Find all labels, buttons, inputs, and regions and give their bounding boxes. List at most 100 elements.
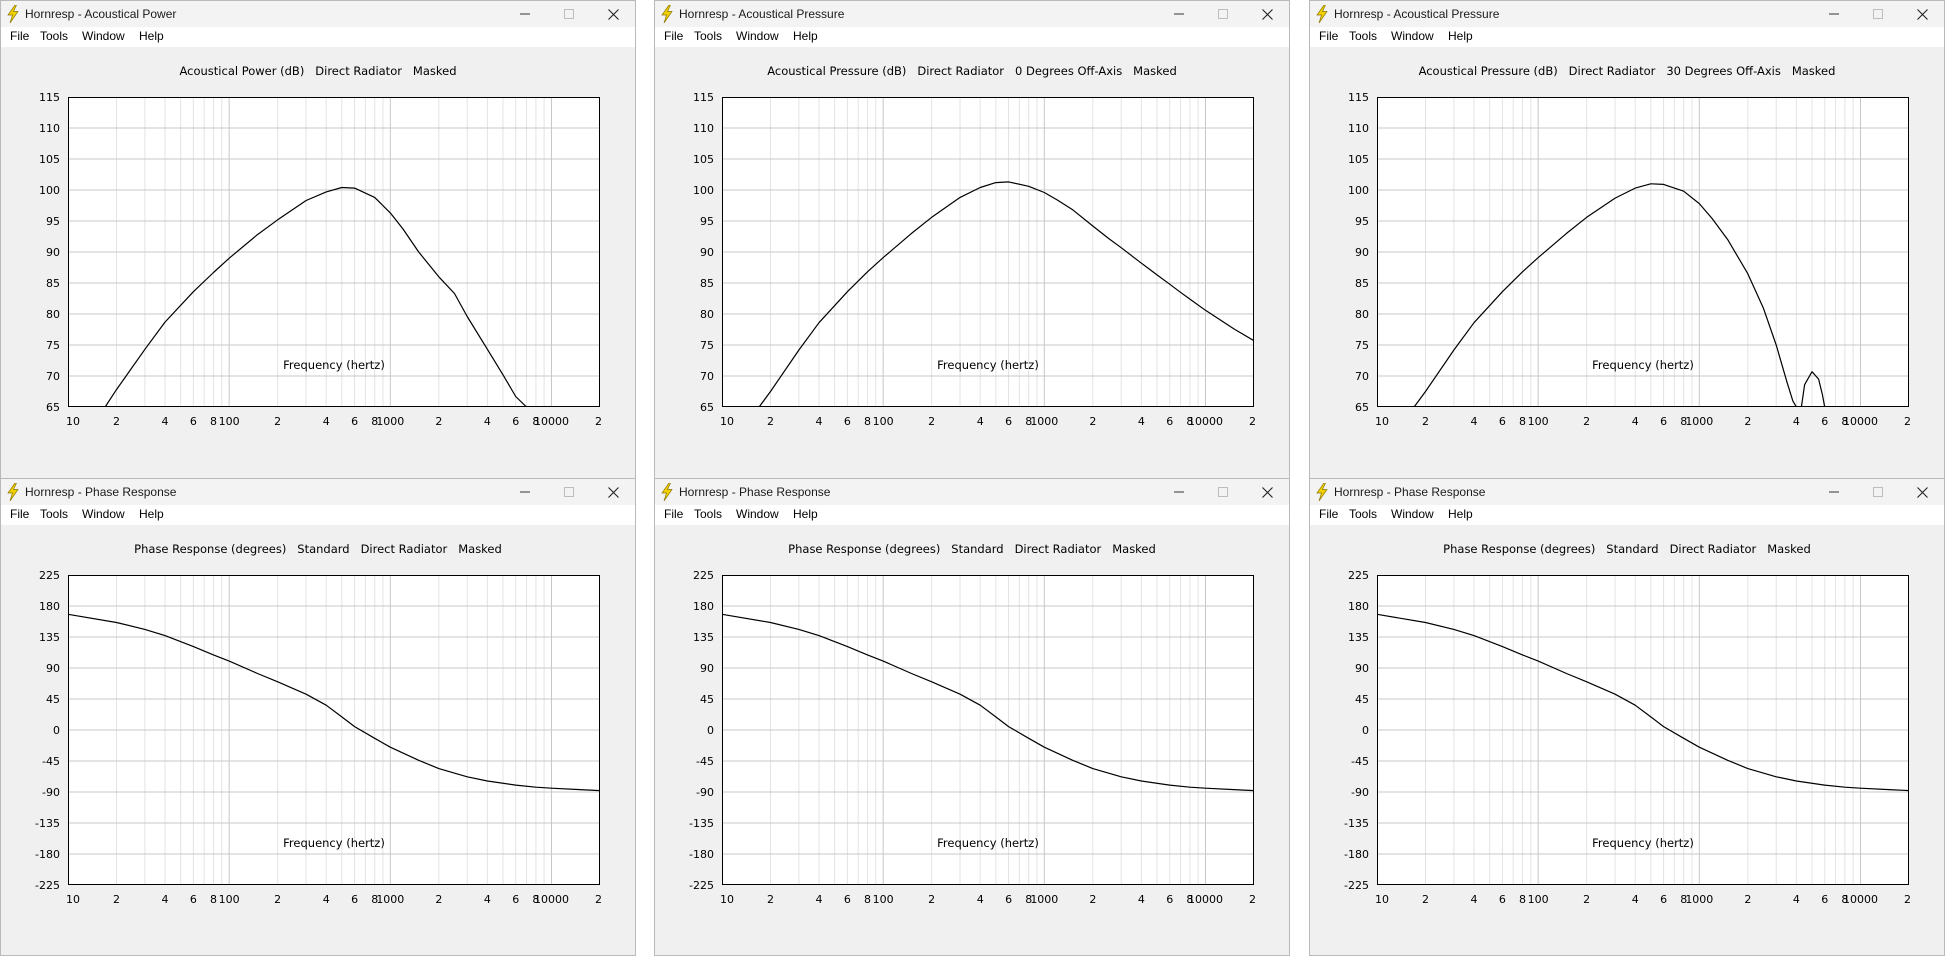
title-bar[interactable]: Hornresp - Acoustical Pressure (655, 1, 1289, 27)
x-tick-label: 2 (274, 415, 281, 428)
minimize-button[interactable] (1812, 1, 1856, 27)
menu-tools[interactable]: Tools (1349, 507, 1378, 521)
x-tick-label: 6 (1660, 893, 1667, 906)
x-axis-label: Frequency (hertz) (937, 836, 1039, 850)
maximize-button[interactable] (1201, 479, 1245, 505)
x-tick-label: 2 (113, 893, 120, 906)
menu-file[interactable]: File (664, 29, 684, 43)
close-button[interactable] (591, 1, 635, 27)
x-tick-label: 6 (512, 415, 519, 428)
y-tick-label: 45 (1355, 693, 1369, 706)
x-tick-label: 6 (1005, 893, 1012, 906)
menu-file[interactable]: File (1319, 507, 1339, 521)
title-bar[interactable]: Hornresp - Phase Response (1310, 479, 1944, 505)
x-tick-label: 8 (864, 415, 871, 428)
minimize-icon (1829, 491, 1839, 493)
response-curve-1 (758, 181, 1254, 407)
x-tick-label: 8 (532, 893, 539, 906)
menu-window[interactable]: Window (1391, 507, 1434, 521)
x-tick-label: 8 (1519, 893, 1526, 906)
menu-help[interactable]: Help (139, 29, 164, 43)
maximize-button[interactable] (1856, 479, 1900, 505)
minimize-button[interactable] (503, 479, 547, 505)
y-tick-label: 70 (1355, 370, 1369, 383)
close-button[interactable] (1900, 1, 1944, 27)
menu-file[interactable]: File (1319, 29, 1339, 43)
close-button[interactable] (591, 479, 635, 505)
x-axis-label: Frequency (hertz) (1592, 836, 1694, 850)
y-tick-label: -180 (1344, 848, 1369, 861)
x-tick-label: 100 (1528, 893, 1549, 906)
x-tick-label: 100 (873, 893, 894, 906)
x-tick-label: 100 (219, 415, 240, 428)
title-bar[interactable]: Hornresp - Phase Response (655, 479, 1289, 505)
title-bar[interactable]: Hornresp - Acoustical Power (1, 1, 635, 27)
window-phase-response-3[interactable]: Hornresp - Phase Response File Tools Win… (1309, 478, 1945, 956)
menu-window[interactable]: Window (82, 507, 125, 521)
minimize-button[interactable] (1157, 479, 1201, 505)
y-tick-label: 105 (693, 153, 714, 166)
maximize-button[interactable] (547, 1, 591, 27)
x-tick-label: 10 (1375, 893, 1389, 906)
x-tick-label: 1000 (1685, 893, 1713, 906)
close-button[interactable] (1900, 479, 1944, 505)
menu-help[interactable]: Help (1448, 507, 1473, 521)
window-acoustical-pressure-0deg[interactable]: Hornresp - Acoustical Pressure File Tool… (654, 0, 1290, 479)
menu-help[interactable]: Help (1448, 29, 1473, 43)
y-tick-label: -180 (689, 848, 714, 861)
y-tick-label: 70 (46, 370, 60, 383)
maximize-button[interactable] (547, 479, 591, 505)
minimize-button[interactable] (503, 1, 547, 27)
y-tick-label: 85 (1355, 277, 1369, 290)
menu-tools[interactable]: Tools (40, 29, 69, 43)
y-tick-label: -135 (689, 817, 714, 830)
y-tick-label: 225 (693, 569, 714, 582)
menu-help[interactable]: Help (793, 29, 818, 43)
menu-window[interactable]: Window (1391, 29, 1434, 43)
x-tick-label: 6 (1499, 415, 1506, 428)
menu-window[interactable]: Window (736, 507, 779, 521)
y-tick-label: 90 (1355, 246, 1369, 259)
maximize-button[interactable] (1856, 1, 1900, 27)
y-tick-label: -90 (1351, 786, 1369, 799)
window-phase-response-1[interactable]: Hornresp - Phase Response File Tools Win… (0, 478, 636, 956)
maximize-button[interactable] (1201, 1, 1245, 27)
minimize-icon (1174, 13, 1184, 15)
x-tick-label: 6 (1166, 893, 1173, 906)
window-acoustical-pressure-30deg[interactable]: Hornresp - Acoustical Pressure File Tool… (1309, 0, 1945, 479)
title-bar[interactable]: Hornresp - Phase Response (1, 479, 635, 505)
close-icon (1916, 8, 1928, 20)
title-bar[interactable]: Hornresp - Acoustical Pressure (1310, 1, 1944, 27)
x-tick-label: 4 (1793, 893, 1800, 906)
x-tick-label: 10000 (534, 415, 569, 428)
maximize-icon (1873, 9, 1883, 19)
x-tick-label: 8 (1025, 893, 1032, 906)
menu-window[interactable]: Window (82, 29, 125, 43)
x-tick-label: 2 (274, 893, 281, 906)
minimize-button[interactable] (1157, 1, 1201, 27)
menu-file[interactable]: File (664, 507, 684, 521)
menu-file[interactable]: File (10, 29, 30, 43)
menu-file[interactable]: File (10, 507, 30, 521)
x-tick-label: 10 (66, 893, 80, 906)
y-tick-label: 100 (39, 184, 60, 197)
menu-tools[interactable]: Tools (40, 507, 69, 521)
menu-tools[interactable]: Tools (1349, 29, 1378, 43)
y-tick-label: -225 (35, 879, 60, 892)
menu-window[interactable]: Window (736, 29, 779, 43)
menu-tools[interactable]: Tools (694, 29, 723, 43)
x-tick-label: 10000 (1188, 415, 1223, 428)
window-acoustical-power[interactable]: Hornresp - Acoustical Power File Tools W… (0, 0, 636, 479)
minimize-button[interactable] (1812, 479, 1856, 505)
close-button[interactable] (1245, 1, 1289, 27)
menu-tools[interactable]: Tools (694, 507, 723, 521)
menu-help[interactable]: Help (793, 507, 818, 521)
close-button[interactable] (1245, 479, 1289, 505)
menu-help[interactable]: Help (139, 507, 164, 521)
window-phase-response-2[interactable]: Hornresp - Phase Response File Tools Win… (654, 478, 1290, 956)
x-tick-label: 10 (720, 893, 734, 906)
y-tick-label: 90 (1355, 662, 1369, 675)
